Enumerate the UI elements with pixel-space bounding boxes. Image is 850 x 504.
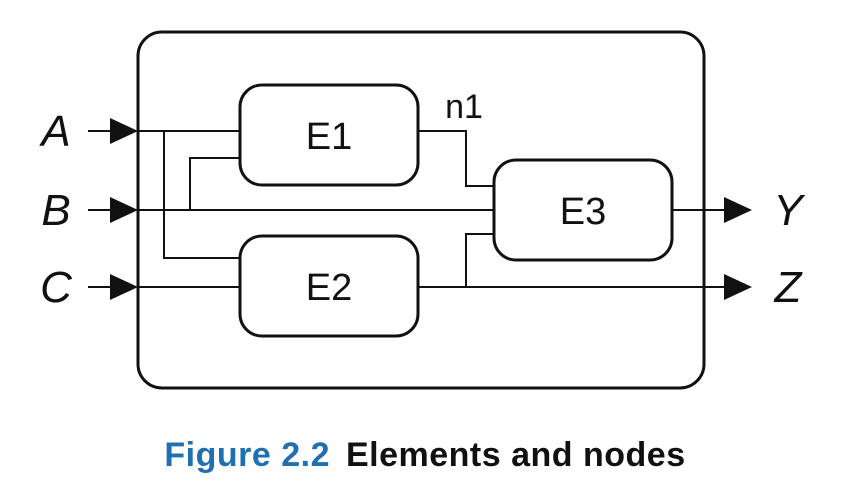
wire-b-to-e1 xyxy=(189,157,240,210)
circuit-diagram: E1 E2 E3 n1 A B C Y Z xyxy=(38,30,805,390)
element-e3 xyxy=(492,158,674,262)
element-e3-label: E3 xyxy=(560,191,606,233)
input-b-label: B xyxy=(41,186,70,235)
input-a-label: A xyxy=(38,107,70,156)
output-y-label: Y xyxy=(773,186,805,235)
input-c-label: C xyxy=(40,263,73,312)
element-e1-label: E1 xyxy=(306,116,352,158)
figure-number: Figure 2.2 xyxy=(164,436,330,474)
node-n1-label: n1 xyxy=(445,88,483,126)
arrow-z-icon xyxy=(724,274,752,300)
arrowheads xyxy=(110,118,752,300)
element-e2-label: E2 xyxy=(306,267,352,309)
element-e1 xyxy=(238,83,420,187)
wires xyxy=(88,130,730,288)
figure-title: Elements and nodes xyxy=(345,436,686,474)
figure-caption: Figure 2.2 Elements and nodes xyxy=(0,436,850,475)
wire-a-to-e2 xyxy=(163,131,240,259)
wire-n1 xyxy=(418,130,494,187)
output-z-label: Z xyxy=(774,263,804,312)
wire-e2-to-e3 xyxy=(465,233,494,287)
element-e2 xyxy=(238,234,420,338)
arrow-y-icon xyxy=(724,197,752,223)
arrow-c-icon xyxy=(110,274,138,300)
arrow-a-icon xyxy=(110,118,138,144)
arrow-b-icon xyxy=(110,197,138,223)
